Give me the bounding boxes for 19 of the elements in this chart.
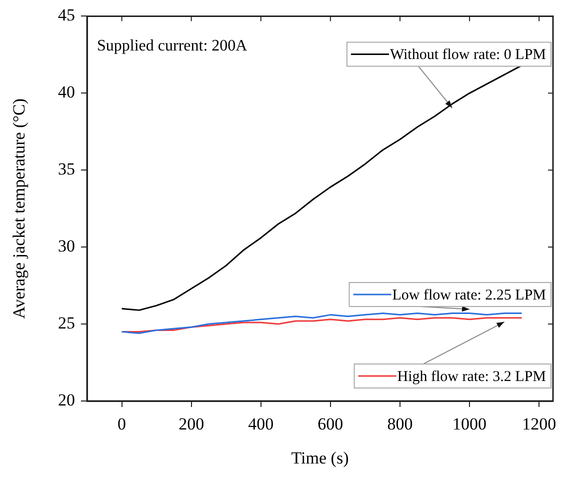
annotation: Supplied current: 200A: [97, 37, 248, 54]
y-tick-label: 45: [58, 6, 75, 25]
x-tick-label: 600: [318, 414, 344, 434]
x-tick-label: 0: [118, 414, 126, 434]
y-tick-label: 30: [58, 236, 75, 256]
x-axis-title: Time (s): [291, 448, 349, 468]
x-tick-label: 1000: [452, 414, 487, 434]
legend-label: Without flow rate: 0 LPM: [390, 47, 546, 64]
x-tick-label: 200: [178, 414, 204, 434]
x-tick-label: 400: [248, 414, 274, 434]
y-tick-label: 25: [58, 314, 75, 333]
y-tick-label: 20: [58, 390, 75, 410]
x-tick-label: 800: [387, 414, 413, 434]
y-axis-title: Average jacket temperature (°C): [10, 98, 29, 319]
legend-label: Low flow rate: 2.25 LPM: [392, 287, 546, 304]
x-tick-label: 1200: [522, 414, 556, 434]
legend-label: High flow rate: 3.2 LPM: [397, 368, 546, 385]
y-tick-label: 40: [58, 82, 75, 102]
y-tick-label: 35: [58, 160, 75, 179]
